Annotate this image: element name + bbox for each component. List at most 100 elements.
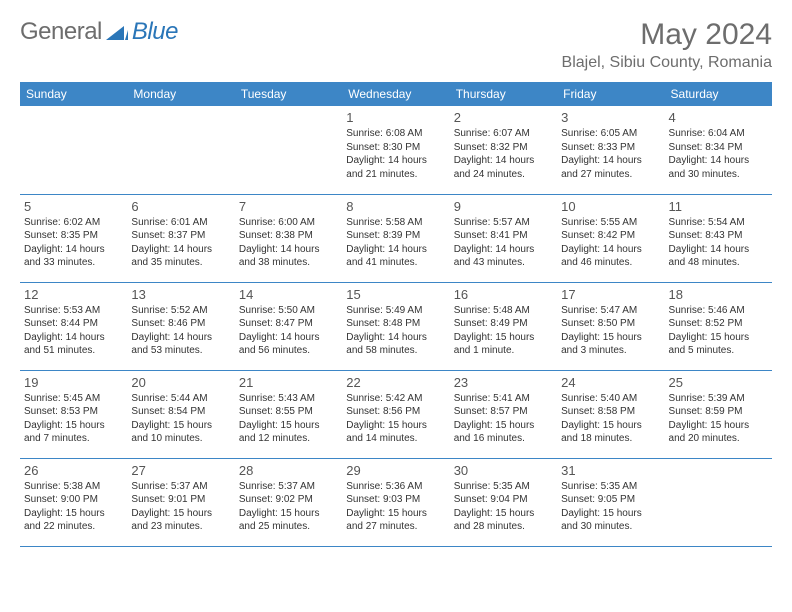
calendar-day-cell: 12Sunrise: 5:53 AMSunset: 8:44 PMDayligh…: [20, 282, 127, 370]
day-detail-dl1: Daylight: 14 hours: [669, 154, 768, 168]
day-detail-sr: Sunrise: 5:53 AM: [24, 304, 123, 318]
day-detail-ss: Sunset: 9:00 PM: [24, 493, 123, 507]
day-detail-ss: Sunset: 8:47 PM: [239, 317, 338, 331]
day-detail-dl1: Daylight: 14 hours: [131, 243, 230, 257]
calendar-week-row: 5Sunrise: 6:02 AMSunset: 8:35 PMDaylight…: [20, 194, 772, 282]
calendar-day-cell: 25Sunrise: 5:39 AMSunset: 8:59 PMDayligh…: [665, 370, 772, 458]
day-detail-dl1: Daylight: 14 hours: [561, 154, 660, 168]
day-detail-ss: Sunset: 8:32 PM: [454, 141, 553, 155]
calendar-day-cell: 18Sunrise: 5:46 AMSunset: 8:52 PMDayligh…: [665, 282, 772, 370]
day-detail-ss: Sunset: 8:48 PM: [346, 317, 445, 331]
day-detail-sr: Sunrise: 6:02 AM: [24, 216, 123, 230]
calendar-week-row: 19Sunrise: 5:45 AMSunset: 8:53 PMDayligh…: [20, 370, 772, 458]
day-number: 6: [131, 199, 230, 214]
logo-text-general: General: [20, 18, 102, 46]
day-number: 12: [24, 287, 123, 302]
day-detail-ss: Sunset: 8:49 PM: [454, 317, 553, 331]
day-number: 8: [346, 199, 445, 214]
day-detail-ss: Sunset: 8:43 PM: [669, 229, 768, 243]
calendar-day-cell: 27Sunrise: 5:37 AMSunset: 9:01 PMDayligh…: [127, 458, 234, 546]
day-detail-dl2: and 21 minutes.: [346, 168, 445, 182]
day-detail-dl2: and 51 minutes.: [24, 344, 123, 358]
day-detail-ss: Sunset: 8:53 PM: [24, 405, 123, 419]
day-detail-dl1: Daylight: 14 hours: [239, 243, 338, 257]
calendar-day-cell: 13Sunrise: 5:52 AMSunset: 8:46 PMDayligh…: [127, 282, 234, 370]
calendar-day-cell: 3Sunrise: 6:05 AMSunset: 8:33 PMDaylight…: [557, 106, 664, 194]
day-number: 25: [669, 375, 768, 390]
day-number: 26: [24, 463, 123, 478]
month-title: May 2024: [562, 18, 772, 52]
day-detail-dl2: and 25 minutes.: [239, 520, 338, 534]
day-detail-ss: Sunset: 8:38 PM: [239, 229, 338, 243]
day-detail-ss: Sunset: 8:33 PM: [561, 141, 660, 155]
day-detail-dl1: Daylight: 15 hours: [24, 419, 123, 433]
calendar-table: SundayMondayTuesdayWednesdayThursdayFrid…: [20, 82, 772, 547]
day-detail-dl2: and 5 minutes.: [669, 344, 768, 358]
day-detail-ss: Sunset: 8:50 PM: [561, 317, 660, 331]
day-number: 31: [561, 463, 660, 478]
day-detail-dl1: Daylight: 15 hours: [131, 507, 230, 521]
day-detail-dl2: and 22 minutes.: [24, 520, 123, 534]
calendar-day-cell: 10Sunrise: 5:55 AMSunset: 8:42 PMDayligh…: [557, 194, 664, 282]
day-detail-sr: Sunrise: 5:58 AM: [346, 216, 445, 230]
calendar-day-cell: 17Sunrise: 5:47 AMSunset: 8:50 PMDayligh…: [557, 282, 664, 370]
day-detail-ss: Sunset: 8:41 PM: [454, 229, 553, 243]
day-detail-dl1: Daylight: 15 hours: [561, 331, 660, 345]
day-number: 19: [24, 375, 123, 390]
day-detail-sr: Sunrise: 6:08 AM: [346, 127, 445, 141]
calendar-week-row: 12Sunrise: 5:53 AMSunset: 8:44 PMDayligh…: [20, 282, 772, 370]
day-detail-ss: Sunset: 8:54 PM: [131, 405, 230, 419]
day-detail-sr: Sunrise: 5:48 AM: [454, 304, 553, 318]
day-detail-dl1: Daylight: 15 hours: [239, 419, 338, 433]
day-detail-dl2: and 27 minutes.: [561, 168, 660, 182]
day-detail-sr: Sunrise: 5:37 AM: [239, 480, 338, 494]
day-number: 4: [669, 110, 768, 125]
day-number: 14: [239, 287, 338, 302]
day-detail-dl1: Daylight: 15 hours: [454, 331, 553, 345]
location-text: Blajel, Sibiu County, Romania: [562, 54, 772, 72]
day-detail-sr: Sunrise: 5:54 AM: [669, 216, 768, 230]
day-detail-dl1: Daylight: 14 hours: [346, 154, 445, 168]
day-detail-dl1: Daylight: 14 hours: [24, 243, 123, 257]
weekday-header: Sunday: [20, 82, 127, 106]
day-detail-dl1: Daylight: 15 hours: [454, 507, 553, 521]
day-number: 22: [346, 375, 445, 390]
day-number: 20: [131, 375, 230, 390]
logo-sail-icon: [106, 24, 128, 40]
day-detail-dl2: and 24 minutes.: [454, 168, 553, 182]
day-detail-sr: Sunrise: 6:04 AM: [669, 127, 768, 141]
day-detail-dl2: and 14 minutes.: [346, 432, 445, 446]
day-detail-sr: Sunrise: 5:38 AM: [24, 480, 123, 494]
day-detail-sr: Sunrise: 5:42 AM: [346, 392, 445, 406]
day-detail-dl1: Daylight: 14 hours: [454, 154, 553, 168]
day-detail-ss: Sunset: 9:05 PM: [561, 493, 660, 507]
day-detail-sr: Sunrise: 6:07 AM: [454, 127, 553, 141]
day-detail-sr: Sunrise: 5:52 AM: [131, 304, 230, 318]
day-number: 3: [561, 110, 660, 125]
day-detail-sr: Sunrise: 5:43 AM: [239, 392, 338, 406]
day-detail-ss: Sunset: 8:46 PM: [131, 317, 230, 331]
day-detail-ss: Sunset: 8:52 PM: [669, 317, 768, 331]
day-detail-sr: Sunrise: 6:00 AM: [239, 216, 338, 230]
calendar-day-cell: 22Sunrise: 5:42 AMSunset: 8:56 PMDayligh…: [342, 370, 449, 458]
day-detail-dl2: and 3 minutes.: [561, 344, 660, 358]
day-detail-dl2: and 12 minutes.: [239, 432, 338, 446]
day-number: 28: [239, 463, 338, 478]
day-detail-dl2: and 7 minutes.: [24, 432, 123, 446]
day-number: 27: [131, 463, 230, 478]
day-detail-sr: Sunrise: 5:35 AM: [454, 480, 553, 494]
day-detail-dl1: Daylight: 15 hours: [346, 419, 445, 433]
calendar-day-cell: 2Sunrise: 6:07 AMSunset: 8:32 PMDaylight…: [450, 106, 557, 194]
day-detail-dl2: and 46 minutes.: [561, 256, 660, 270]
day-detail-sr: Sunrise: 5:37 AM: [131, 480, 230, 494]
calendar-day-cell: [235, 106, 342, 194]
day-detail-dl1: Daylight: 14 hours: [239, 331, 338, 345]
day-detail-dl1: Daylight: 14 hours: [346, 243, 445, 257]
weekday-header: Friday: [557, 82, 664, 106]
calendar-day-cell: 20Sunrise: 5:44 AMSunset: 8:54 PMDayligh…: [127, 370, 234, 458]
day-detail-dl1: Daylight: 15 hours: [561, 419, 660, 433]
day-detail-sr: Sunrise: 5:49 AM: [346, 304, 445, 318]
weekday-header: Tuesday: [235, 82, 342, 106]
calendar-week-row: 1Sunrise: 6:08 AMSunset: 8:30 PMDaylight…: [20, 106, 772, 194]
day-detail-dl2: and 41 minutes.: [346, 256, 445, 270]
